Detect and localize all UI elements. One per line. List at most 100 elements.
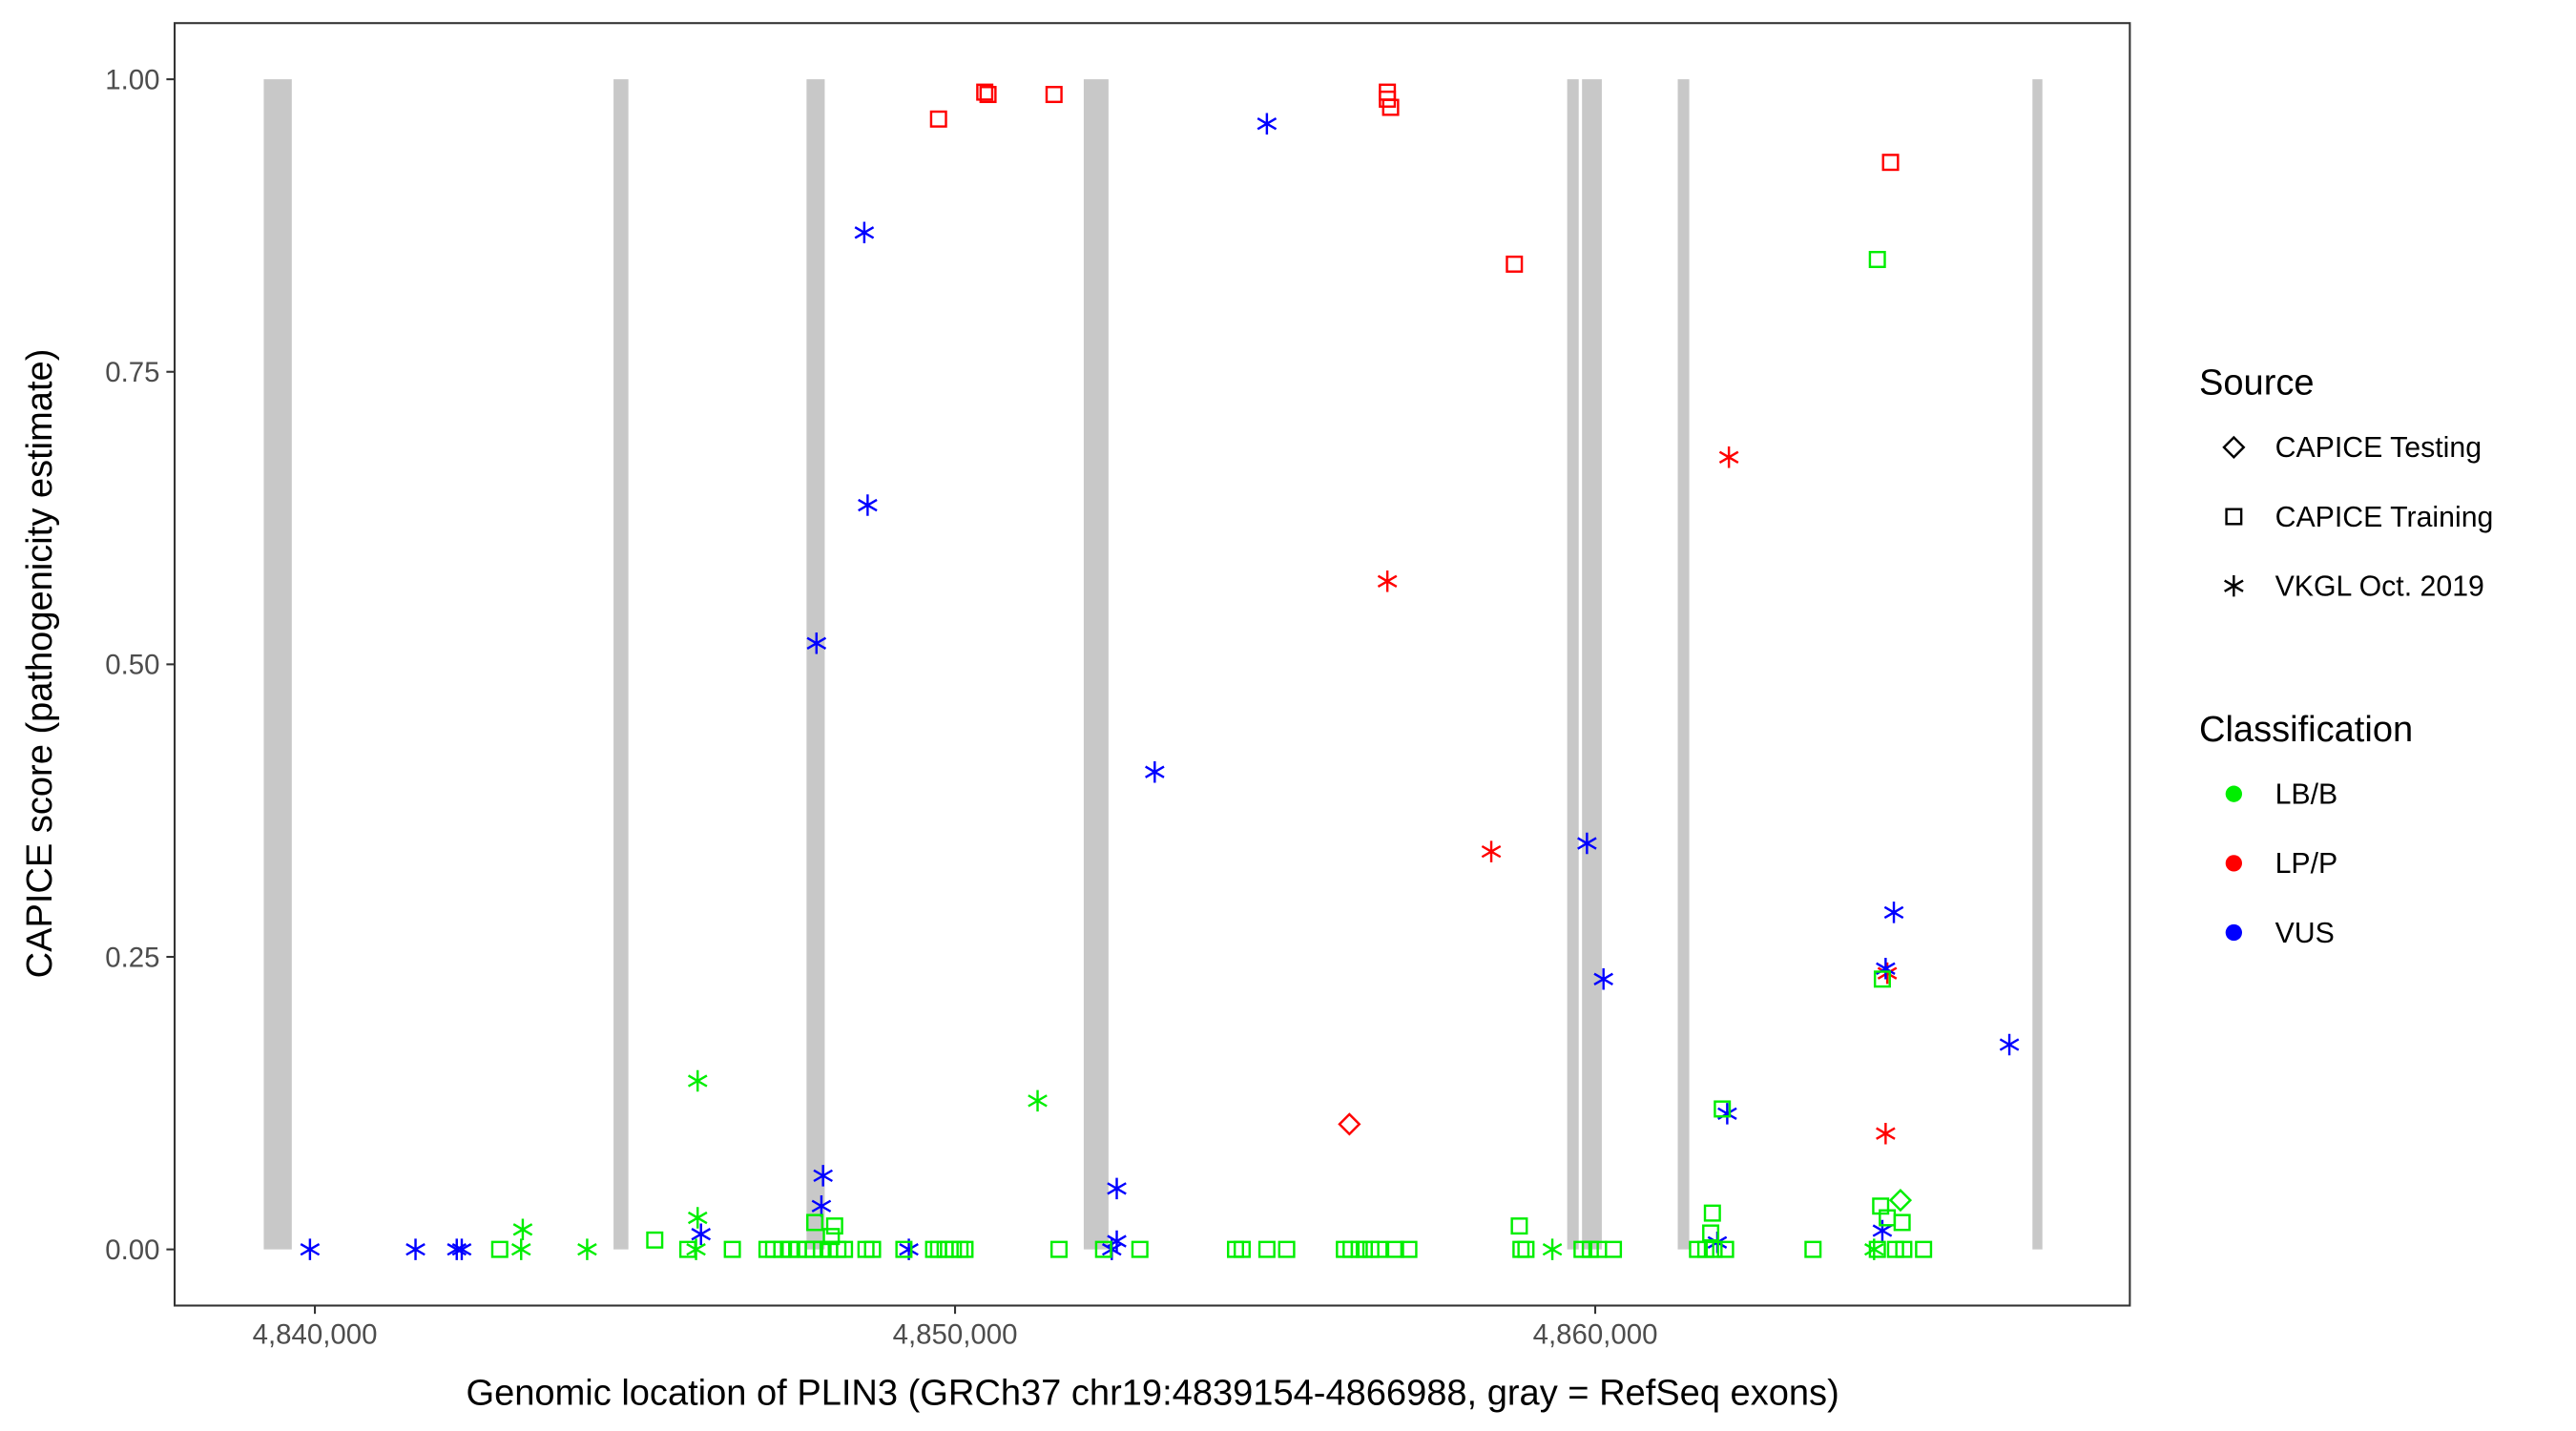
point-square (863, 1240, 882, 1258)
point-square (1381, 98, 1400, 116)
point-square (976, 83, 994, 101)
point-square (1131, 1240, 1149, 1258)
point-asterisk (577, 1238, 597, 1260)
point-asterisk (510, 1238, 531, 1260)
point-asterisk (405, 1238, 426, 1260)
legend-dot-icon (2225, 855, 2242, 872)
point-square (1714, 1100, 1732, 1118)
point-asterisk (512, 1218, 533, 1241)
legend-class-label: LP/P (2275, 848, 2338, 880)
point-asterisk (1877, 962, 1898, 985)
point-square (1506, 255, 1524, 273)
x-tick-label: 4,860,000 (1533, 1318, 1658, 1350)
point-square (825, 1217, 843, 1235)
point-square (1045, 86, 1063, 104)
point-square (1400, 1240, 1418, 1258)
exon-bands (263, 79, 2043, 1250)
point-square (1716, 1240, 1735, 1258)
point-square (1868, 1240, 1886, 1258)
point-square (1050, 1240, 1069, 1258)
point-square (806, 1213, 824, 1232)
point-square (490, 1240, 509, 1258)
point-square (895, 1240, 913, 1258)
point-square (1517, 1240, 1535, 1258)
point-asterisk (1028, 1089, 1048, 1112)
x-axis: 4,840,000 4,850,000 4,860,000 (253, 1305, 1658, 1350)
point-square (1703, 1204, 1721, 1222)
point-square (979, 86, 997, 104)
point-asterisk (854, 221, 875, 244)
point-asterisk (1593, 968, 1613, 990)
exon-band (613, 79, 629, 1250)
exon-band (1083, 79, 1109, 1250)
point-asterisk (1883, 902, 1904, 923)
legend-asterisk-icon (2224, 574, 2244, 597)
point-square (1386, 1240, 1404, 1258)
point-asterisk (1377, 570, 1398, 592)
point-square (836, 1240, 854, 1258)
point-asterisk (806, 633, 827, 654)
legend: Source CAPICE Testing CAPICE Training VKGL… (2199, 363, 2493, 948)
point-asterisk (447, 1238, 467, 1260)
point-square (1370, 1240, 1388, 1258)
y-axis-title: CAPICE score (pathogenicity estimate) (20, 349, 60, 979)
legend-source-label: CAPICE Testing (2275, 432, 2482, 464)
point-square (1702, 1224, 1720, 1242)
point-asterisk (1577, 832, 1597, 855)
y-tick-label: 0.25 (105, 942, 159, 973)
point-asterisk (1145, 760, 1165, 783)
point-square (1705, 1240, 1723, 1258)
point-square (646, 1231, 664, 1249)
legend-class-label: LB/B (2275, 779, 2338, 811)
point-square (1094, 1240, 1112, 1258)
point-asterisk (687, 1207, 708, 1229)
point-square (1233, 1240, 1251, 1258)
exon-band (1567, 79, 1579, 1250)
point-square (956, 1240, 974, 1258)
exon-band (1582, 79, 1602, 1250)
y-tick-label: 0.50 (105, 650, 159, 681)
exon-band (2032, 79, 2043, 1250)
x-tick-label: 4,850,000 (893, 1318, 1018, 1350)
point-square (1868, 250, 1886, 268)
point-asterisk (858, 494, 878, 516)
legend-classification-title: Classification (2199, 710, 2413, 750)
point-square (1257, 1240, 1276, 1258)
point-asterisk (811, 1195, 832, 1217)
y-tick-label: 0.00 (105, 1234, 159, 1266)
y-tick-label: 0.75 (105, 357, 159, 388)
point-asterisk (451, 1238, 472, 1260)
point-asterisk (1876, 1122, 1896, 1145)
point-square (678, 1240, 696, 1258)
point-square (1804, 1240, 1822, 1258)
point-square (723, 1240, 741, 1258)
point-asterisk (1718, 446, 1739, 468)
point-diamond (1338, 1112, 1361, 1136)
point-asterisk (300, 1238, 321, 1260)
legend-source-label: CAPICE Training (2275, 502, 2494, 533)
point-asterisk (1872, 1219, 1893, 1242)
point-asterisk (813, 1165, 833, 1187)
legend-dot-icon (2225, 923, 2242, 942)
point-square (1881, 154, 1900, 172)
point-asterisk (1481, 840, 1502, 862)
point-square (1278, 1240, 1296, 1258)
y-axis: 0.00 0.25 0.50 0.75 1.00 (105, 64, 176, 1266)
exon-band (1677, 79, 1690, 1250)
legend-class-label: VUS (2275, 918, 2335, 949)
exon-band (806, 79, 825, 1250)
point-square (1873, 970, 1891, 988)
point-square (1915, 1240, 1933, 1258)
x-axis-title: Genomic location of PLIN3 (GRCh37 chr19:… (467, 1373, 1839, 1413)
y-tick-label: 1.00 (105, 64, 159, 95)
point-asterisk (1542, 1238, 1563, 1260)
point-square (929, 110, 947, 128)
legend-source-title: Source (2199, 363, 2315, 403)
x-tick-label: 4,840,000 (253, 1318, 378, 1350)
point-asterisk (1999, 1033, 2020, 1056)
exon-band (263, 79, 292, 1250)
legend-diamond-icon (2222, 435, 2246, 459)
point-square (1605, 1240, 1623, 1258)
